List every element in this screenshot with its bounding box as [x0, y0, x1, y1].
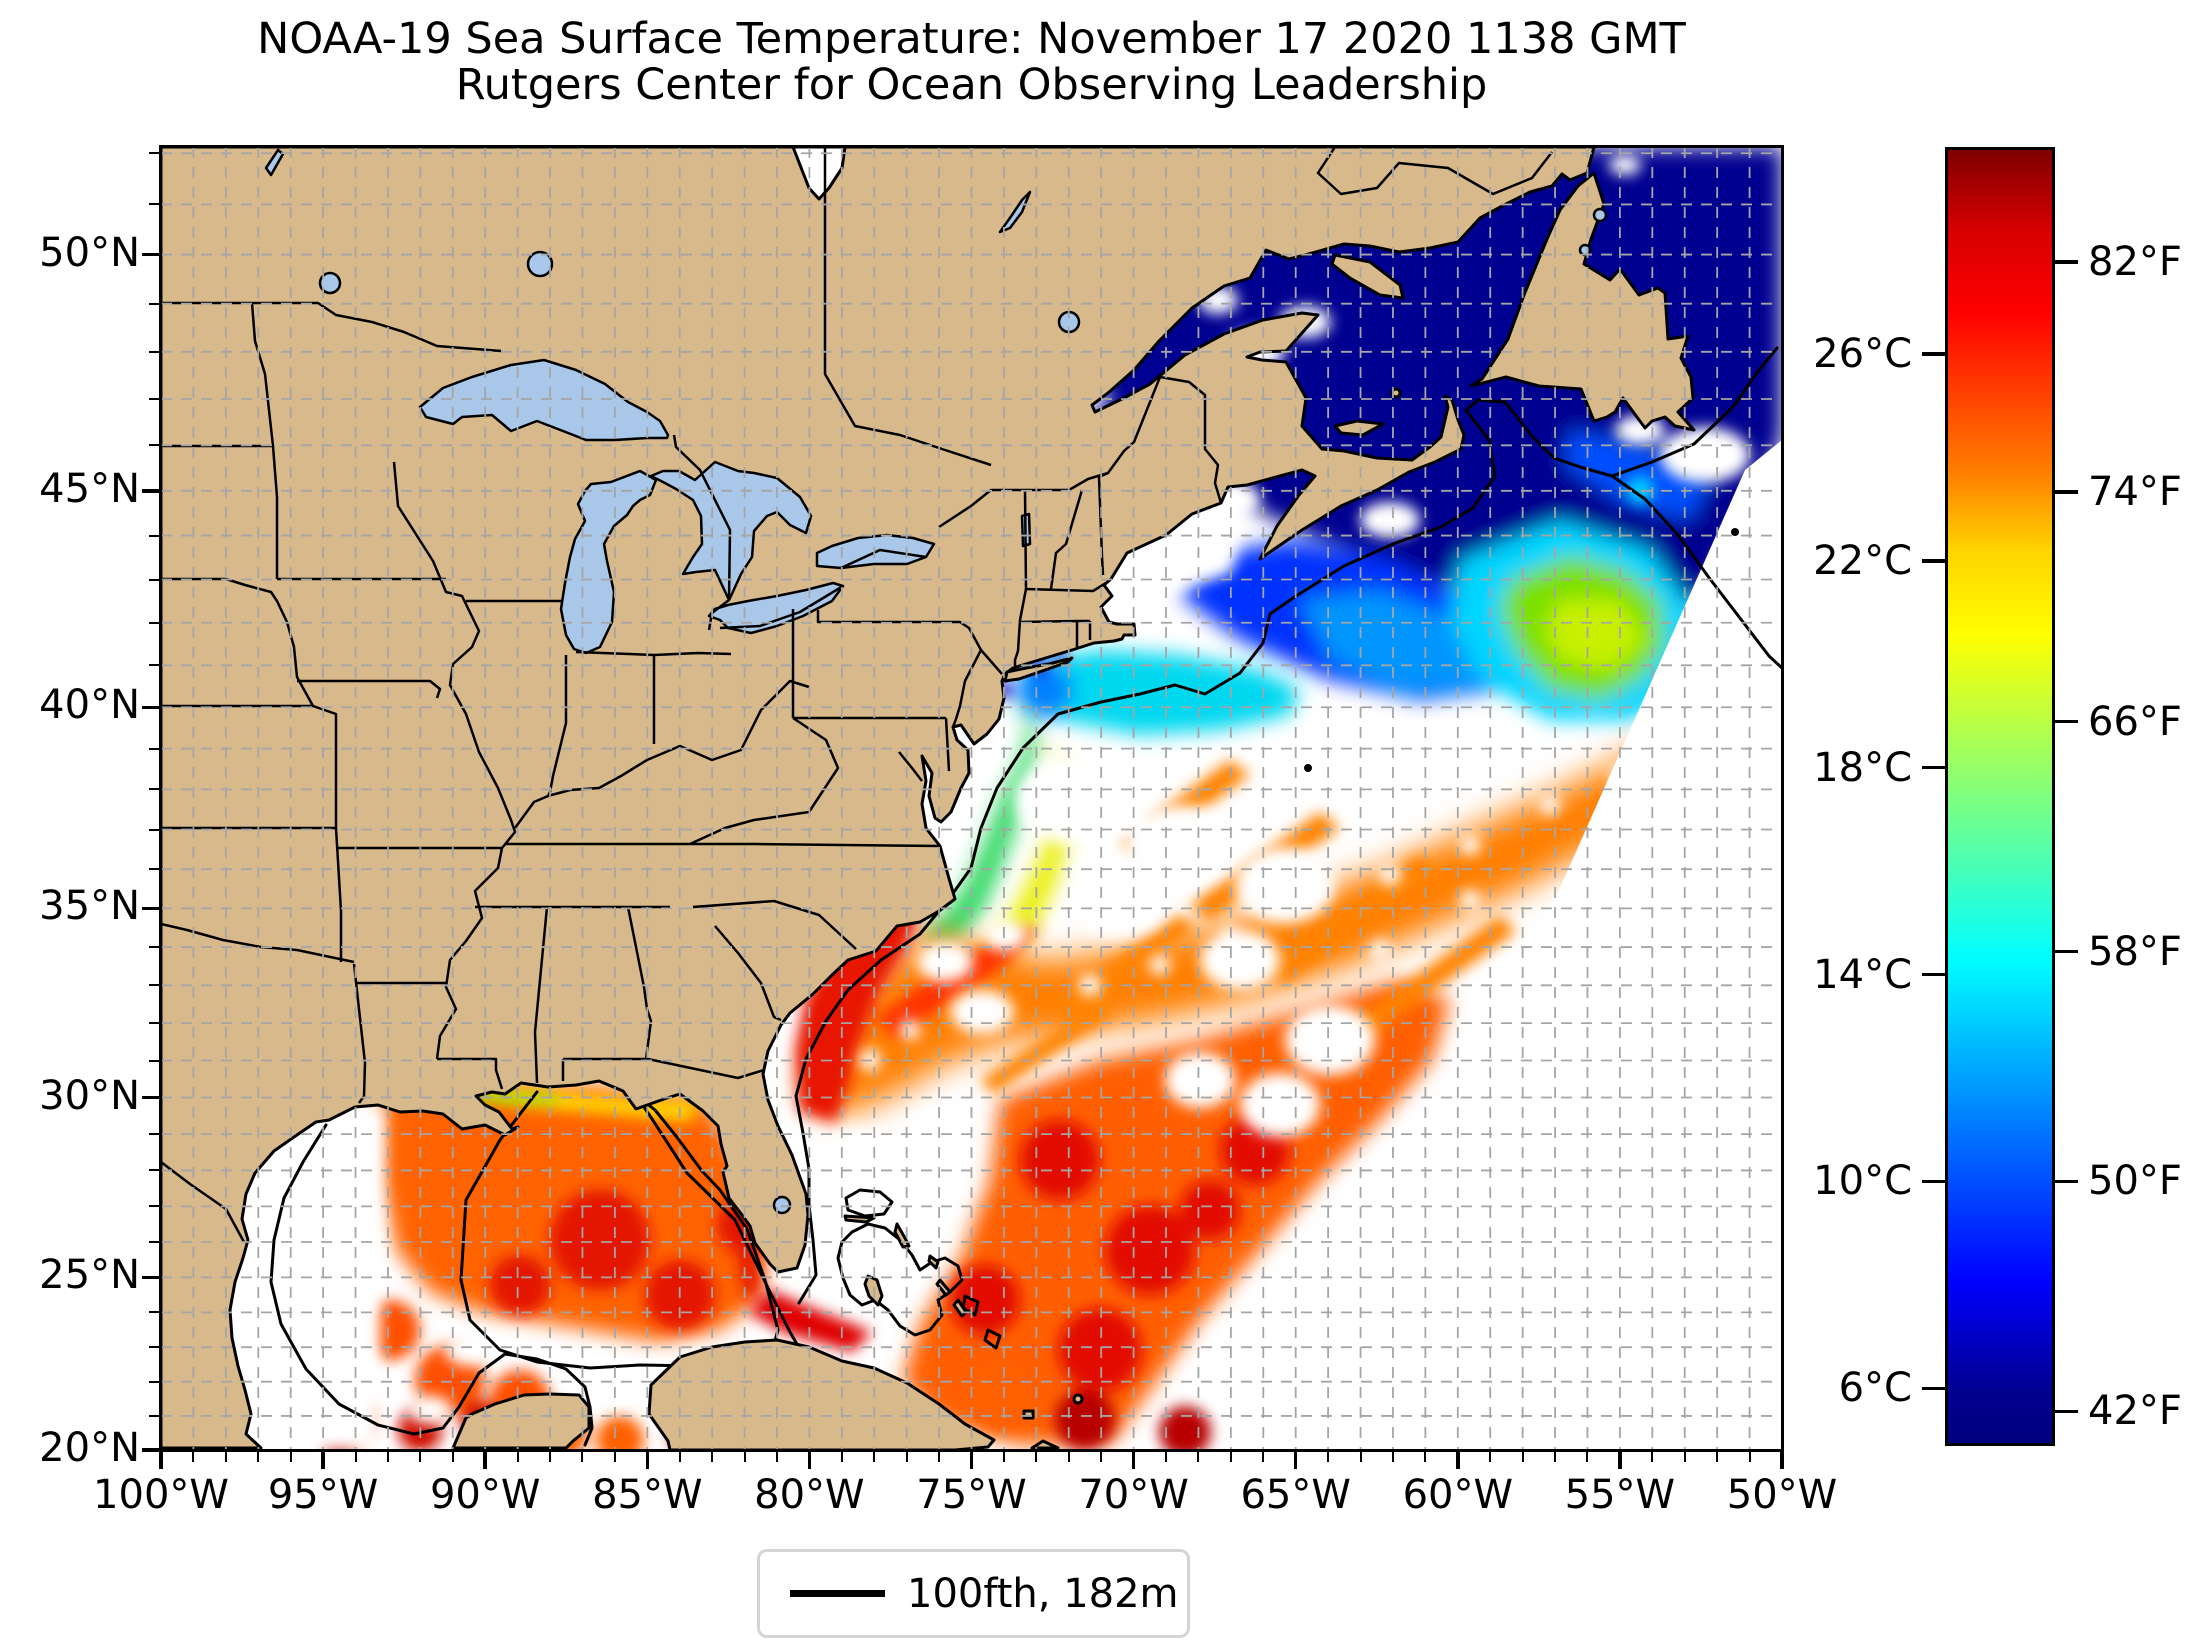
x-tick-label: 65°W	[1240, 1472, 1351, 1518]
x-tick-label: 70°W	[1078, 1472, 1189, 1518]
figure-title: NOAA-19 Sea Surface Temperature: Novembe…	[257, 14, 1686, 64]
peninsula-yucatan	[451, 1392, 591, 1450]
mexico-border	[161, 1161, 246, 1243]
state-borders-east	[513, 471, 1109, 846]
island-madeleine	[1390, 387, 1402, 399]
x-tick-label: 50°W	[1726, 1472, 1838, 1518]
colorbar-celsius-label: 18°C	[1813, 744, 1912, 791]
colorbar-fahrenheit-label: 66°F	[2088, 698, 2182, 745]
island-hispaniola-tip	[1030, 1439, 1060, 1450]
x-tick-label: 85°W	[592, 1472, 703, 1518]
colorbar-celsius-label: 14°C	[1813, 951, 1912, 998]
legend-line-sample	[790, 1590, 885, 1597]
colorbar-fahrenheit-label: 50°F	[2088, 1158, 2182, 1205]
islands-bahamas	[843, 1214, 968, 1318]
y-tick-label: 20°N	[39, 1425, 140, 1471]
canada-province-borders	[823, 147, 1553, 467]
y-tick-label: 25°N	[39, 1252, 140, 1299]
lake-okeechobee	[772, 1195, 792, 1215]
island-cuba	[647, 1338, 996, 1450]
nf-lake-2	[1578, 243, 1592, 257]
x-tick-label: 75°W	[916, 1472, 1027, 1518]
nf-lake-1	[1592, 207, 1608, 223]
graticule	[161, 147, 1782, 1450]
state-borders-midwest	[161, 302, 941, 1104]
figure-subtitle: Rutgers Center for Ocean Observing Leade…	[455, 60, 1488, 110]
lake-of-the-woods	[318, 271, 342, 295]
small-map-dots	[1304, 528, 1739, 772]
island-long-island	[1003, 656, 1074, 683]
island-newfoundland	[1469, 171, 1696, 432]
island-anticosti	[1330, 253, 1405, 300]
legend-label: 100fth, 182m	[907, 1570, 1179, 1617]
y-tick-label: 45°N	[39, 465, 140, 512]
x-tick-label: 100°W	[93, 1472, 229, 1518]
colorbar-fahrenheit-label: 58°F	[2088, 928, 2182, 975]
x-tick-label: 55°W	[1564, 1472, 1676, 1518]
y-tick-label: 40°N	[39, 682, 140, 729]
x-tick-label: 95°W	[267, 1472, 379, 1518]
x-tick-label: 80°W	[754, 1472, 865, 1518]
colorbar-celsius-label: 10°C	[1813, 1158, 1912, 1205]
colorbar-fahrenheit-label: 82°F	[2088, 238, 2182, 285]
map-canvas	[161, 147, 1782, 1450]
colorbar-celsius-label: 6°C	[1838, 1365, 1912, 1412]
colorbar	[1945, 147, 2055, 1446]
island-turks	[1072, 1393, 1084, 1405]
lake-superior	[418, 358, 670, 442]
island-inagua	[1022, 1409, 1035, 1420]
colorbar-fahrenheit-label: 74°F	[2088, 468, 2182, 515]
us-canada-border	[161, 301, 1223, 631]
y-tick-label: 35°N	[39, 883, 140, 930]
y-tick-label: 30°N	[39, 1072, 140, 1119]
x-tick-label: 90°W	[429, 1472, 541, 1518]
legend-box: 100fth, 182m	[757, 1549, 1190, 1638]
lake-mistassini	[998, 190, 1032, 234]
island-pei	[1333, 419, 1385, 437]
colorbar-fahrenheit-label: 42°F	[2088, 1388, 2182, 1435]
x-tick-label: 60°W	[1402, 1472, 1514, 1518]
lake-michigan	[559, 469, 658, 655]
political-borders	[161, 147, 1553, 1243]
colorbar-celsius-label: 22°C	[1813, 537, 1912, 584]
lake-nipigon	[526, 250, 554, 278]
colorbar-celsius-label: 26°C	[1813, 330, 1912, 377]
swath-edge	[1285, 440, 1782, 1447]
y-tick-label: 50°N	[39, 229, 140, 276]
depth-contour-lines	[269, 346, 1782, 1447]
